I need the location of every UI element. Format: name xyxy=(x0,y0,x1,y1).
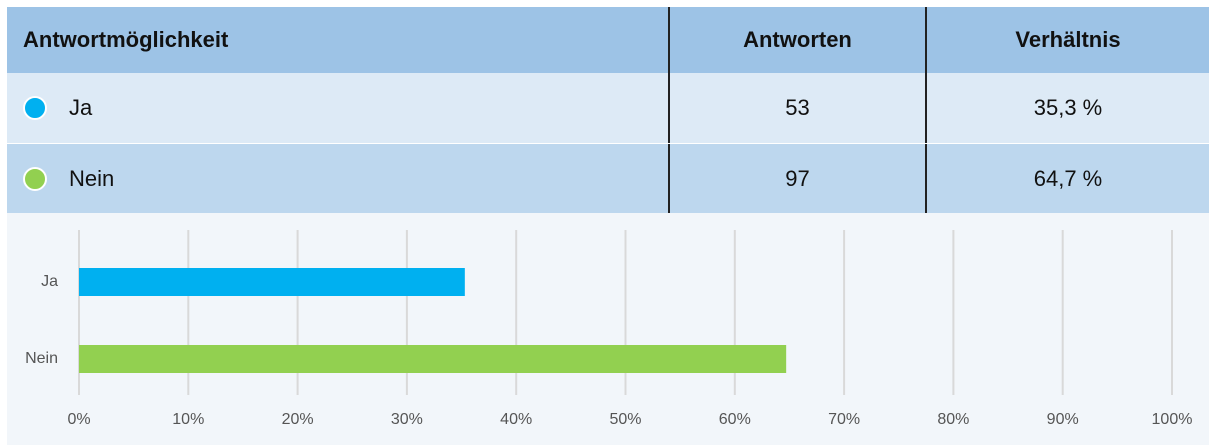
y-tick-label: Nein xyxy=(25,350,58,367)
bar xyxy=(79,345,787,373)
chart: 0% 10% 20% 30% 40% 50% 60% 70% 80% 90% 100% Ja Nein xyxy=(7,213,1209,445)
header-cell: Antwortmöglichkeit xyxy=(23,27,229,52)
x-tick-label: 60% xyxy=(719,411,751,428)
table-cell: Ja xyxy=(7,95,668,121)
x-tick-label: 40% xyxy=(500,411,532,428)
x-tick-label: 10% xyxy=(172,411,204,428)
header-row: Antwortmöglichkeit Antworten Verhältnis xyxy=(7,7,1209,73)
y-tick-label: Ja xyxy=(41,273,58,290)
header-cell: Verhältnis xyxy=(925,7,1209,73)
legend-dot xyxy=(23,167,47,191)
x-tick-label: 80% xyxy=(937,411,969,428)
cell-text: Ja xyxy=(69,95,93,120)
table-cell: 64,7 % xyxy=(925,144,1209,214)
x-tick-label: 0% xyxy=(67,411,90,428)
x-tick-label: 30% xyxy=(391,411,423,428)
header-cell: Antworten xyxy=(668,7,925,73)
bar xyxy=(79,268,465,296)
x-tick-label: 70% xyxy=(828,411,860,428)
x-tick-label: 90% xyxy=(1047,411,1079,428)
table-row: Ja 53 35,3 % xyxy=(7,73,1209,144)
x-tick-label: 50% xyxy=(609,411,641,428)
legend-dot xyxy=(23,96,47,120)
cell-text: Nein xyxy=(69,166,115,191)
x-tick-label: 20% xyxy=(282,411,314,428)
table-cell: 53 xyxy=(668,73,925,143)
table-cell: 35,3 % xyxy=(925,73,1209,143)
result-table: Antwortmöglichkeit Antworten Verhältnis … xyxy=(7,7,1209,214)
table-row: Nein 97 64,7 % xyxy=(7,144,1209,214)
x-tick-label: 100% xyxy=(1152,411,1193,428)
table-cell: Nein xyxy=(7,166,668,192)
table-cell: 97 xyxy=(668,144,925,214)
chart-background xyxy=(7,213,1209,445)
